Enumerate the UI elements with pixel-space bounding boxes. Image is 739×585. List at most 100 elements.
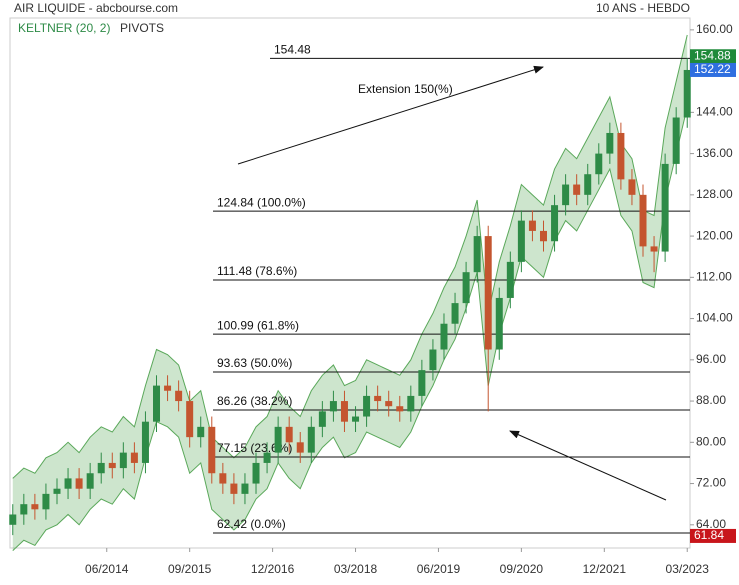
y-tick-label: 80.00 — [696, 434, 726, 448]
candle-body — [318, 411, 326, 427]
x-tick-label: 12/2021 — [583, 562, 627, 576]
keltner-band — [12, 35, 688, 551]
indicator-label: PIVOTS — [120, 21, 164, 35]
candle-body — [31, 504, 39, 510]
candle-body — [506, 261, 514, 298]
y-tick-label: 64.00 — [696, 517, 726, 531]
candle-body — [418, 370, 426, 396]
candle-body — [451, 303, 459, 324]
chart-title: AIR LIQUIDE - abcbourse.com — [14, 1, 178, 15]
fib-label: 124.84 (100.0%) — [217, 195, 306, 209]
chart-subtitle: 10 ANS - HEBDO — [596, 1, 690, 15]
candle-body — [241, 483, 249, 494]
price-tag — [690, 528, 736, 543]
candle-body — [285, 426, 293, 443]
annotation: Extension 150(%) — [358, 82, 453, 96]
price-tag — [690, 49, 736, 64]
y-tick-label: 120.00 — [696, 228, 733, 242]
fib-label: 77.15 (23.6%) — [217, 441, 292, 455]
candle-body — [440, 323, 448, 350]
candle-body — [539, 230, 547, 242]
x-tick-label: 09/2020 — [500, 562, 544, 576]
candle-body — [108, 462, 116, 469]
price-tag-label: 152.22 — [694, 62, 731, 76]
candle-body — [9, 514, 17, 525]
candle-body — [42, 493, 50, 510]
y-tick-label: 112.00 — [696, 270, 732, 284]
fib-label: 154.48 — [274, 42, 311, 56]
y-tick-label: 128.00 — [696, 187, 733, 201]
candle-body — [53, 488, 61, 494]
candle-body — [164, 385, 172, 391]
candle-body — [363, 395, 371, 417]
x-tick-label: 06/2014 — [85, 562, 129, 576]
x-tick-label: 06/2019 — [417, 562, 461, 576]
candle-body — [573, 184, 581, 195]
candle-body — [562, 184, 570, 206]
x-tick-label: 03/2023 — [666, 562, 710, 576]
candle-body — [119, 452, 127, 469]
candle-body — [429, 349, 437, 371]
candle-body — [528, 220, 536, 231]
fib-label: 62.42 (0.0%) — [217, 517, 286, 531]
candle-body — [130, 452, 138, 463]
candle-body — [606, 132, 614, 154]
candle-body — [340, 401, 348, 422]
candle-body — [208, 426, 216, 474]
candle-body — [385, 401, 393, 407]
candle-body — [307, 426, 315, 453]
candle-body — [628, 179, 636, 195]
candle-body — [551, 205, 559, 242]
candle-body — [407, 395, 415, 412]
candle-body — [186, 401, 194, 438]
fib-label: 100.99 (61.8%) — [217, 318, 299, 332]
candle-body — [661, 163, 669, 252]
y-tick-label: 160.00 — [696, 22, 733, 36]
candle-body — [473, 236, 481, 273]
candle-body — [484, 236, 492, 350]
candle-body — [153, 385, 161, 422]
candle-body — [672, 117, 680, 164]
candle-body — [584, 174, 592, 195]
y-tick-label: 88.00 — [696, 393, 726, 407]
fib-label: 86.26 (38.2%) — [217, 394, 292, 408]
candle-body — [97, 462, 105, 474]
candle-body — [197, 426, 205, 438]
candle-body — [274, 426, 282, 453]
candle-body — [396, 406, 404, 412]
candle-body — [86, 473, 94, 489]
candle-body — [252, 462, 260, 484]
candle-body — [230, 483, 238, 494]
candle-body — [462, 272, 470, 304]
candle-body — [141, 421, 149, 463]
candle-body — [75, 478, 83, 489]
candle-body — [374, 395, 382, 402]
candle-body — [296, 442, 304, 453]
plot-frame — [9, 17, 691, 549]
candle-body — [219, 473, 227, 484]
candle-body — [495, 297, 503, 350]
candle-body — [263, 452, 271, 463]
fib-label: 111.48 (78.6%) — [217, 264, 297, 278]
candle-body — [517, 220, 525, 262]
indicator-label: KELTNER (20, 2) — [18, 21, 110, 35]
x-tick-label: 03/2018 — [334, 562, 378, 576]
keltner-line — [12, 34, 688, 479]
x-tick-label: 09/2015 — [168, 562, 212, 576]
arrow — [509, 430, 667, 501]
candle-body — [329, 401, 337, 412]
y-tick-label: 96.00 — [696, 352, 726, 366]
price-tag-label: 154.88 — [694, 48, 731, 62]
candle-body — [595, 153, 603, 175]
candle-body — [683, 69, 691, 118]
candle-body — [64, 478, 72, 489]
candle-body — [650, 246, 658, 252]
y-tick-label: 104.00 — [696, 311, 733, 325]
candle-body — [20, 504, 28, 515]
keltner-line — [12, 107, 688, 551]
price-tag — [690, 62, 736, 77]
candle-body — [175, 390, 183, 402]
y-tick-label: 72.00 — [696, 476, 726, 490]
candle-body — [639, 194, 647, 247]
